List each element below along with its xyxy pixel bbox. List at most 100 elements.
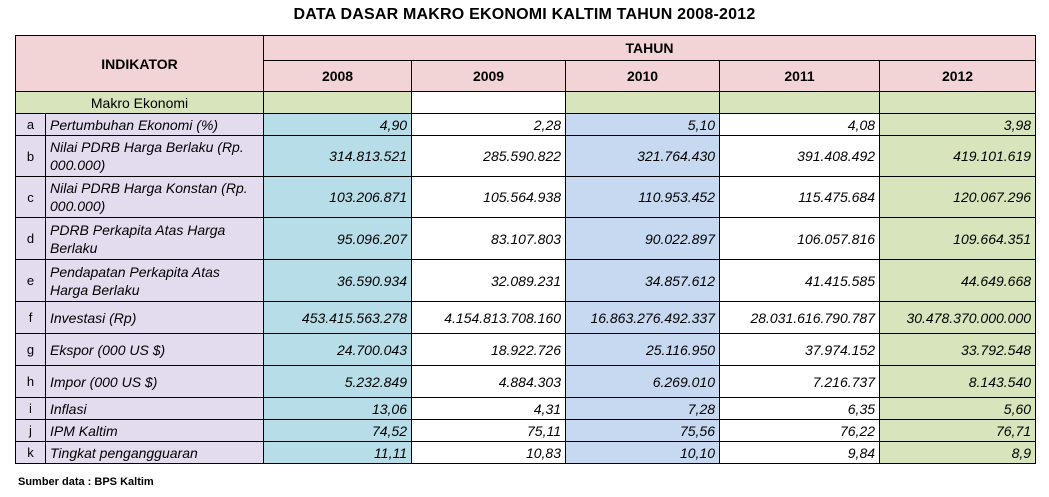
value-cell-2011: 76,22 — [719, 419, 881, 442]
value-cell-2010: 75,56 — [565, 419, 721, 442]
value-cell-2010: 5,10 — [565, 113, 721, 136]
value-cell-2008: 4,90 — [263, 113, 413, 136]
table-row: k Tingkat pengangguaran 11,11 10,83 10,10 9,8… — [15, 441, 1037, 464]
row-label: Tingkat pengangguaran — [44, 441, 265, 464]
value-cell-2011: 115.475.684 — [719, 176, 881, 218]
row-letter: e — [15, 259, 46, 302]
value-cell-2010: 10,10 — [565, 441, 721, 464]
year-header-2008: 2008 — [263, 60, 413, 92]
value-cell-2012: 76,71 — [879, 419, 1037, 442]
value-cell-2008: 314.813.521 — [263, 135, 413, 177]
row-letter: k — [15, 441, 46, 464]
table-row: i Inflasi 13,06 4,31 7,28 6,35 5,60 — [15, 397, 1037, 420]
value-cell-2011: 41.415.585 — [719, 259, 881, 302]
value-cell-2012: 8,9 — [879, 441, 1037, 464]
value-cell-2008: 36.590.934 — [263, 259, 413, 302]
row-label: Ekspor (000 US $) — [44, 333, 265, 366]
value-cell-2012: 3,98 — [879, 113, 1037, 136]
row-label: Investasi (Rp) — [44, 301, 265, 334]
year-header-2012: 2012 — [879, 60, 1037, 92]
value-cell-2008: 24.700.043 — [263, 333, 413, 366]
value-cell-2009: 285.590.822 — [411, 135, 567, 177]
row-label: IPM Kaltim — [44, 419, 265, 442]
row-letter: c — [15, 176, 46, 218]
value-cell-2009: 83.107.803 — [411, 217, 567, 260]
indikator-header: INDIKATOR — [14, 35, 265, 92]
value-cell-2012: 109.664.351 — [879, 217, 1037, 260]
value-cell-2010: 16.863.276.492.337 — [565, 301, 721, 334]
table-row: b Nilai PDRB Harga Berlaku (Rp. 000.000) 3… — [15, 135, 1037, 177]
value-cell-2010: 34.857.612 — [565, 259, 721, 302]
value-cell-2011: 6,35 — [719, 397, 881, 420]
row-letter: f — [15, 301, 46, 334]
value-cell-2010: 110.953.452 — [565, 176, 721, 218]
year-header-2010: 2010 — [565, 60, 721, 92]
value-cell-2012: 419.101.619 — [879, 135, 1037, 177]
section-label: Makro Ekonomi — [14, 91, 265, 114]
section-row: Makro Ekonomi — [14, 91, 1037, 114]
value-cell-2009: 4,31 — [411, 397, 567, 420]
row-label: Nilai PDRB Harga Konstan (Rp. 000.000) — [44, 176, 265, 218]
value-cell-2008: 11,11 — [263, 441, 413, 464]
source-note: Sumber data : BPS Kaltim — [18, 476, 154, 488]
table-row: d PDRB Perkapita Atas Harga Berlaku 95.096… — [15, 217, 1037, 260]
row-letter: a — [15, 113, 46, 136]
value-cell-2011: 37.974.152 — [719, 333, 881, 366]
value-cell-2012: 120.067.296 — [879, 176, 1037, 218]
value-cell-2010: 7,28 — [565, 397, 721, 420]
row-label: PDRB Perkapita Atas Harga Berlaku — [44, 217, 265, 260]
table-row: a Pertumbuhan Ekonomi (%) 4,90 2,28 5,10 4,08… — [15, 113, 1037, 136]
row-letter: i — [15, 397, 46, 420]
value-cell-2008: 453.415.563.278 — [263, 301, 413, 334]
table-title: DATA DASAR MAKRO EKONOMI KALTIM TAHUN 20… — [293, 6, 756, 23]
row-letter: h — [15, 365, 46, 398]
year-header-2011: 2011 — [719, 60, 881, 92]
value-cell-2010: 6.269.010 — [565, 365, 721, 398]
value-cell-2012: 8.143.540 — [879, 365, 1037, 398]
value-cell-2008: 95.096.207 — [263, 217, 413, 260]
value-cell-2009: 4.884.303 — [411, 365, 567, 398]
value-cell-2012: 5,60 — [879, 397, 1037, 420]
table-row: e Pendapatan Perkapita Atas Harga Berlaku… — [15, 259, 1037, 302]
row-letter: d — [15, 217, 46, 260]
value-cell-2012: 44.649.668 — [879, 259, 1037, 302]
value-cell-2012: 33.792.548 — [879, 333, 1037, 366]
row-label: Inflasi — [44, 397, 265, 420]
value-cell-2009: 105.564.938 — [411, 176, 567, 218]
row-label: Nilai PDRB Harga Berlaku (Rp. 000.000) — [44, 135, 265, 177]
value-cell-2009: 75,11 — [411, 419, 567, 442]
value-cell-2010: 321.764.430 — [565, 135, 721, 177]
row-letter: g — [15, 333, 46, 366]
value-cell-2009: 10,83 — [411, 441, 567, 464]
value-cell-2009: 32.089.231 — [411, 259, 567, 302]
value-cell-2009: 18.922.726 — [411, 333, 567, 366]
value-cell-2009: 4.154.813.708.160 — [411, 301, 567, 334]
table-row: c Nilai PDRB Harga Konstan (Rp. 000.000) 1… — [15, 176, 1037, 218]
value-cell-2009: 2,28 — [411, 113, 567, 136]
row-label: Pendapatan Perkapita Atas Harga Berlaku — [44, 259, 265, 302]
value-cell-2008: 13,06 — [263, 397, 413, 420]
table-row: h Impor (000 US $) 5.232.849 4.884.303 6.269… — [15, 365, 1037, 398]
value-cell-2008: 74,52 — [263, 419, 413, 442]
value-cell-2011: 391.408.492 — [719, 135, 881, 177]
table-row: j IPM Kaltim 74,52 75,11 75,56 76,22 76,71 — [15, 419, 1037, 442]
value-cell-2011: 28.031.616.790.787 — [719, 301, 881, 334]
value-cell-2011: 7.216.737 — [719, 365, 881, 398]
value-cell-2011: 9,84 — [719, 441, 881, 464]
value-cell-2010: 25.116.950 — [565, 333, 721, 366]
value-cell-2008: 103.206.871 — [263, 176, 413, 218]
row-letter: b — [15, 135, 46, 177]
value-cell-2012: 30.478.370.000.000 — [879, 301, 1037, 334]
year-header-2009: 2009 — [411, 60, 567, 92]
table-row: g Ekspor (000 US $) 24.700.043 18.922.726 25… — [15, 333, 1037, 366]
value-cell-2008: 5.232.849 — [263, 365, 413, 398]
tahun-header: TAHUN — [263, 35, 1037, 61]
value-cell-2011: 4,08 — [719, 113, 881, 136]
row-label: Pertumbuhan Ekonomi (%) — [44, 113, 265, 136]
value-cell-2010: 90.022.897 — [565, 217, 721, 260]
value-cell-2011: 106.057.816 — [719, 217, 881, 260]
macro-economy-table: INDIKATOR TAHUN 2008 2009 2010 2011 2012… — [14, 35, 1037, 464]
table-row: f Investasi (Rp) 453.415.563.278 4.154.813.… — [15, 301, 1037, 334]
row-label: Impor (000 US $) — [44, 365, 265, 398]
row-letter: j — [15, 419, 46, 442]
